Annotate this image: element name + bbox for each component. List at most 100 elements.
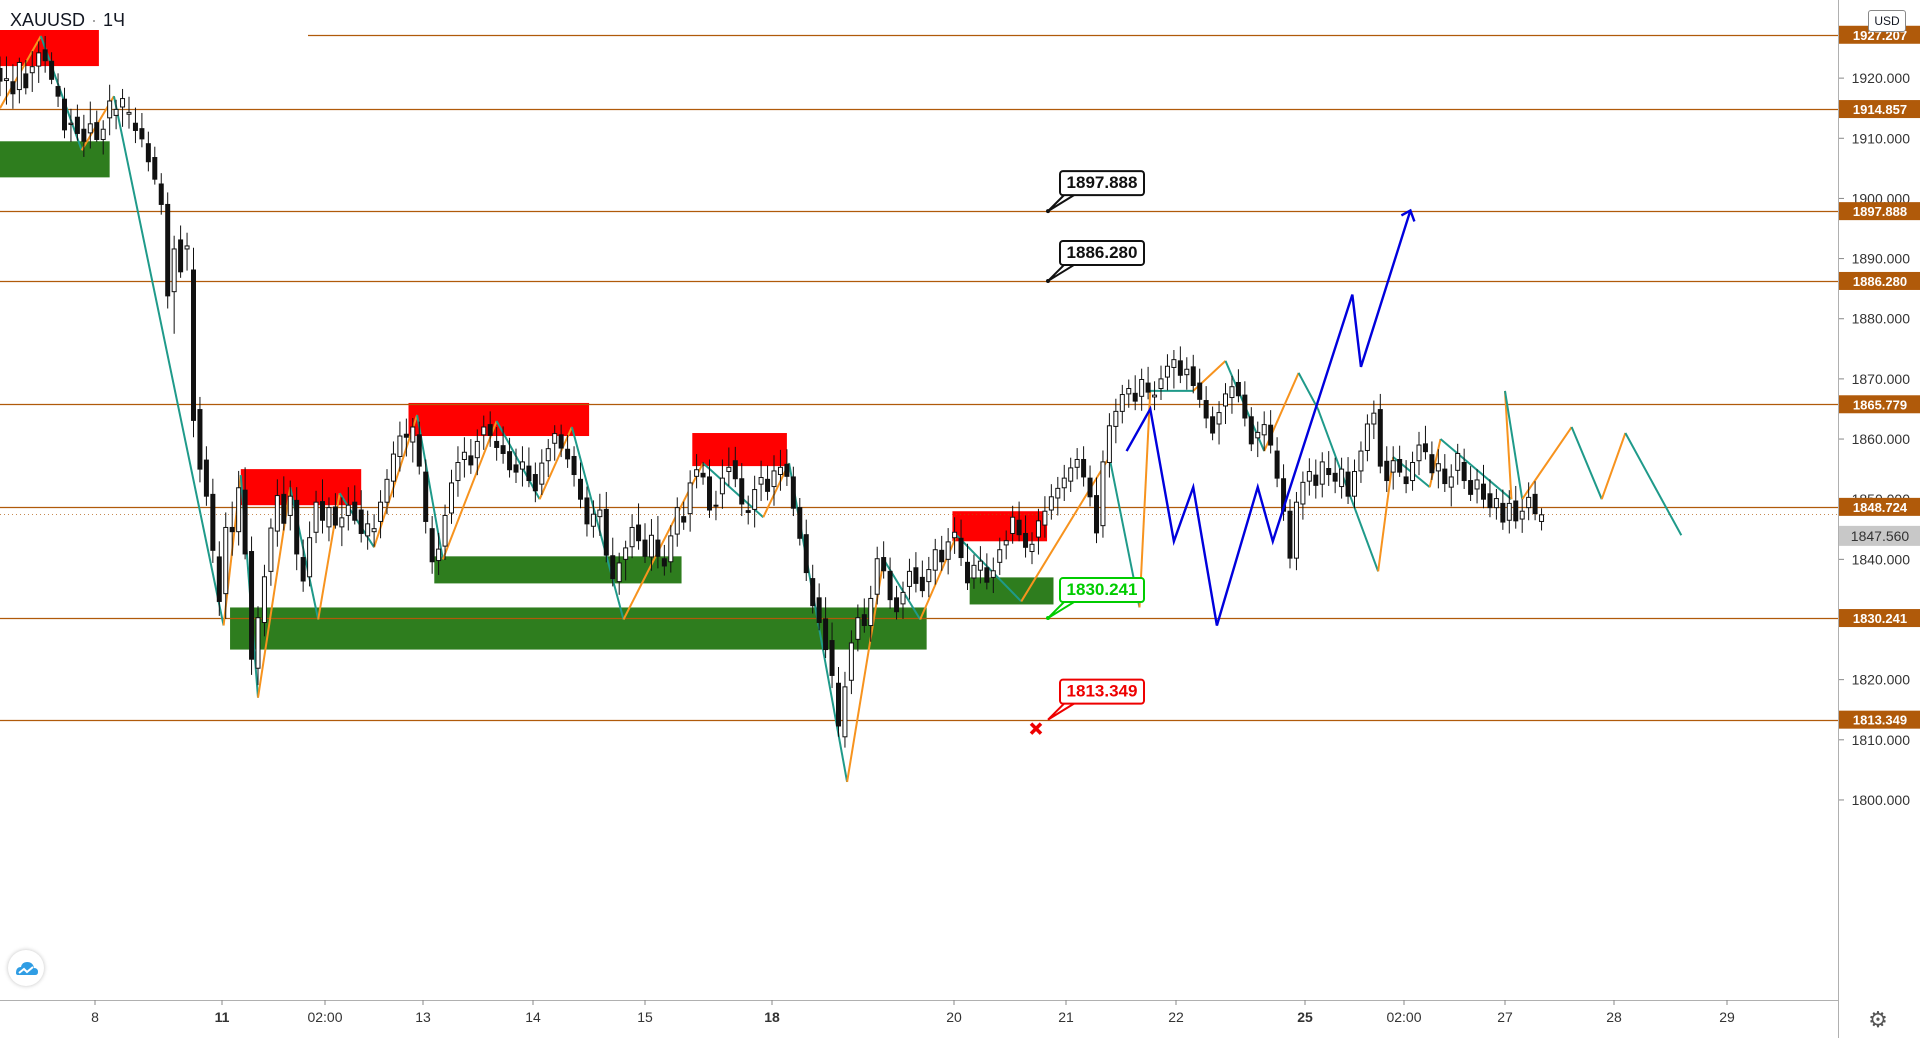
candle bbox=[784, 449, 790, 486]
candle-body bbox=[952, 531, 958, 539]
candle-body bbox=[752, 489, 758, 510]
candle bbox=[1481, 464, 1486, 509]
candle bbox=[997, 537, 1003, 575]
candle-body bbox=[390, 453, 396, 482]
candle-body bbox=[1493, 498, 1499, 509]
candle bbox=[1403, 460, 1409, 494]
candle bbox=[1242, 381, 1248, 427]
level-price-tag-label: 1830.241 bbox=[1853, 611, 1907, 626]
price-axis-bg bbox=[1839, 0, 1920, 1038]
callout-pointer bbox=[1047, 702, 1075, 721]
candle-body bbox=[352, 501, 358, 521]
candle bbox=[1487, 479, 1493, 518]
candle-body bbox=[1468, 480, 1474, 495]
candle-body bbox=[745, 510, 751, 513]
candle-body bbox=[1255, 431, 1261, 439]
candle bbox=[1152, 381, 1158, 411]
symbol-title[interactable]: XAUUSD · 1Ч bbox=[10, 10, 126, 30]
candle bbox=[558, 424, 564, 458]
candle-body bbox=[132, 122, 138, 131]
callout-label: 1886.280 bbox=[1067, 243, 1138, 262]
candle bbox=[1390, 446, 1396, 490]
candle bbox=[578, 462, 583, 509]
candle-body bbox=[1448, 476, 1454, 488]
candle-body bbox=[513, 464, 519, 473]
candle bbox=[1422, 425, 1428, 460]
candle bbox=[1016, 501, 1022, 542]
supply-zone bbox=[240, 469, 362, 506]
candle-body bbox=[900, 591, 906, 605]
candle-body bbox=[881, 557, 887, 572]
candle bbox=[590, 500, 596, 538]
candle-body bbox=[971, 564, 977, 579]
level-price-tag-label: 1865.779 bbox=[1853, 397, 1907, 412]
zigzag-segment bbox=[1570, 426, 1603, 500]
candle bbox=[1055, 476, 1061, 516]
candle-body bbox=[758, 477, 764, 485]
tradingview-cloud-icon[interactable] bbox=[8, 950, 44, 986]
candle-body bbox=[739, 478, 745, 505]
candle bbox=[352, 485, 358, 525]
candle bbox=[1513, 485, 1519, 529]
candle-body bbox=[694, 469, 700, 477]
candle bbox=[171, 235, 177, 334]
time-tick-label: 27 bbox=[1497, 1009, 1513, 1025]
candle-body bbox=[926, 569, 932, 583]
candle bbox=[1248, 407, 1254, 452]
candle bbox=[500, 426, 506, 464]
candle-body bbox=[1023, 532, 1029, 548]
candle bbox=[1416, 431, 1422, 476]
candle bbox=[1068, 457, 1074, 492]
stop-cross bbox=[1029, 722, 1043, 735]
candle bbox=[1216, 401, 1222, 445]
candle bbox=[668, 525, 674, 573]
candle-body bbox=[1197, 382, 1203, 400]
candle bbox=[294, 487, 300, 571]
candle-body bbox=[874, 558, 880, 595]
candle-body bbox=[1139, 378, 1145, 397]
candle bbox=[597, 493, 603, 536]
price-callout: 1813.349 bbox=[1029, 678, 1145, 735]
candle-body bbox=[203, 459, 209, 497]
currency-badge[interactable]: USD bbox=[1868, 10, 1906, 32]
candle bbox=[10, 64, 16, 109]
candle bbox=[887, 557, 893, 609]
gear-icon[interactable]: ⚙ bbox=[1868, 1007, 1888, 1032]
candle-body bbox=[468, 455, 474, 466]
candle bbox=[584, 486, 590, 537]
candle-body bbox=[578, 478, 583, 500]
price-axis[interactable]: 1800.0001810.0001820.0001830.0001840.000… bbox=[1839, 0, 1920, 1038]
candle-body bbox=[1087, 477, 1093, 498]
candle bbox=[87, 101, 93, 149]
candle-body bbox=[1410, 461, 1416, 482]
candle bbox=[16, 57, 22, 104]
candle bbox=[158, 173, 164, 215]
candle-body bbox=[300, 557, 306, 582]
candle bbox=[616, 552, 622, 595]
candle bbox=[984, 553, 990, 590]
candle bbox=[23, 60, 29, 95]
candle bbox=[223, 512, 229, 619]
candle-body bbox=[771, 470, 777, 488]
candle-body bbox=[861, 614, 867, 627]
candle bbox=[113, 99, 119, 130]
candle bbox=[1210, 406, 1216, 441]
time-axis[interactable]: 8 11 02:00 13 14 15 18 20 21 22 25 02:00 27 28 29 bbox=[91, 1000, 1735, 1025]
candle-body bbox=[1326, 468, 1332, 476]
candle-body bbox=[281, 493, 287, 524]
candle bbox=[474, 429, 480, 476]
price-tick-label: 1860.000 bbox=[1852, 431, 1911, 447]
candle-body bbox=[29, 66, 35, 74]
candle bbox=[1081, 446, 1087, 487]
callout-box bbox=[1059, 577, 1145, 604]
candle-body bbox=[1132, 392, 1138, 402]
candle-body bbox=[732, 460, 738, 480]
current-price-tag bbox=[1839, 525, 1920, 546]
candle bbox=[842, 671, 848, 748]
candle-body bbox=[378, 501, 384, 522]
candle-body bbox=[455, 461, 461, 482]
candle bbox=[1223, 383, 1228, 424]
candle-body bbox=[932, 549, 938, 571]
candle bbox=[165, 192, 171, 309]
